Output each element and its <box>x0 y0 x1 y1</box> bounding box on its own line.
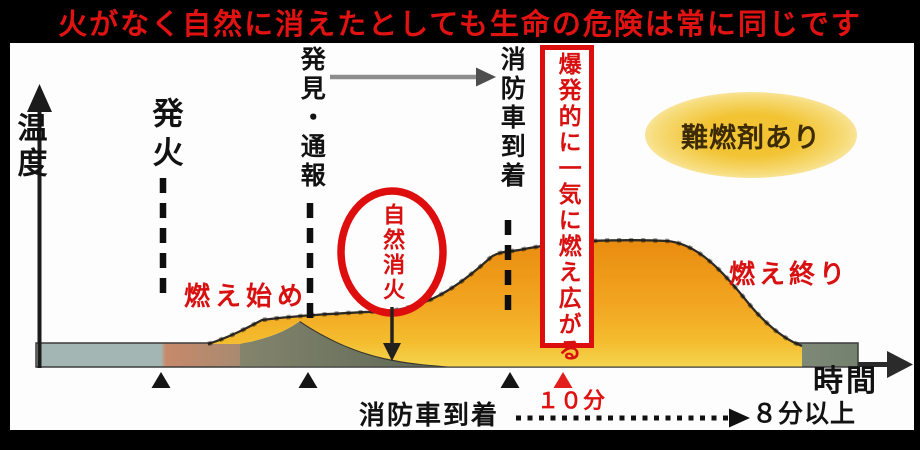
x-axis-label: 時間 <box>813 365 879 398</box>
x-axis-arrow-icon <box>887 351 913 378</box>
flame-retardant-label: 難燃剤あり <box>681 122 821 153</box>
ten-minute-marker-icon <box>553 372 573 388</box>
y-axis-label: 温度 <box>12 112 46 182</box>
arrival-dotted-arrowhead-icon <box>729 408 750 428</box>
natural-extinguish-label: 自然消火 <box>380 203 406 303</box>
arrival-marker-icon <box>500 372 520 388</box>
fire-truck-arrival-label: 消防車到着 <box>497 46 525 191</box>
natural-extinguish-arrowhead-icon <box>383 343 401 361</box>
explosive-spread-label: 爆発的に一気に燃え広がる <box>555 52 581 364</box>
eight-minutes-plus-label: ８分以上 <box>752 401 857 428</box>
explosive-spread-callout: 爆発的に一気に燃え広がる <box>540 45 594 364</box>
timeline-arrival-label: 消防車到着 <box>359 401 500 430</box>
main-burn-curve-dash-texture <box>207 238 803 349</box>
report-to-arrival-arrowhead-icon <box>476 67 496 87</box>
page-title: 火がなく自然に消えたとしても生命の危険は常に同じです <box>58 8 862 41</box>
report-marker-icon <box>298 372 318 388</box>
title-bar: 火がなく自然に消えたとしても生命の危険は常に同じです <box>0 0 920 43</box>
ten-minutes-label: １０分 <box>537 388 607 413</box>
y-axis-arrow-icon <box>27 84 52 112</box>
ignition-label: 発火 <box>147 97 183 175</box>
burn-start-label: 燃え始め <box>184 282 309 311</box>
discovery-report-label: 発見・通報 <box>297 46 325 191</box>
ignition-marker-icon <box>151 372 171 388</box>
natural-extinguish-wedge <box>240 321 446 367</box>
flame-retardant-badge: 難燃剤あり <box>645 92 857 178</box>
burn-end-label: 燃え終り <box>729 260 850 289</box>
